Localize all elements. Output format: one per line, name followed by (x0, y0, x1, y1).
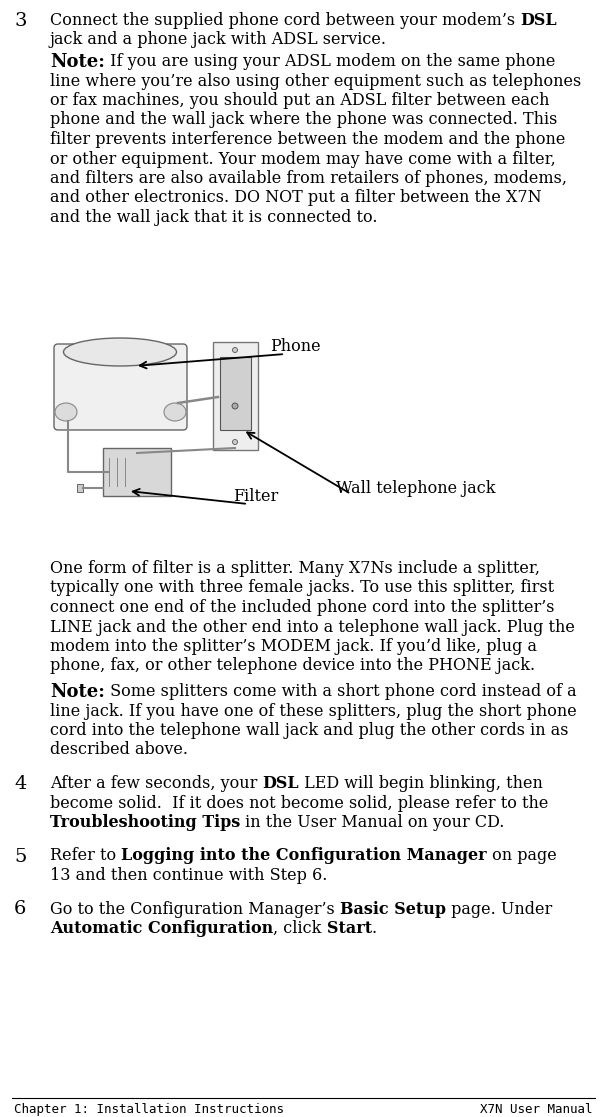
Text: 4: 4 (14, 775, 26, 793)
Text: phone, fax, or other telephone device into the PHONE jack.: phone, fax, or other telephone device in… (50, 658, 535, 675)
Text: One form of filter is a splitter. Many X7Ns include a splitter,: One form of filter is a splitter. Many X… (50, 560, 540, 577)
Text: Troubleshooting Tips: Troubleshooting Tips (50, 814, 240, 831)
Text: If you are using your ADSL modem on the same phone: If you are using your ADSL modem on the … (105, 52, 555, 70)
Text: or other equipment. Your modem may have come with a filter,: or other equipment. Your modem may have … (50, 151, 556, 168)
Text: line where you’re also using other equipment such as telephones: line where you’re also using other equip… (50, 73, 582, 89)
Text: Go to the Configuration Manager’s: Go to the Configuration Manager’s (50, 900, 340, 917)
Text: X7N User Manual: X7N User Manual (481, 1102, 593, 1116)
Text: Phone: Phone (270, 338, 320, 355)
Text: in the User Manual on your CD.: in the User Manual on your CD. (240, 814, 504, 831)
Text: .: . (372, 920, 377, 937)
Text: and the wall jack that it is connected to.: and the wall jack that it is connected t… (50, 209, 378, 226)
Text: DSL: DSL (262, 775, 299, 792)
Ellipse shape (232, 403, 238, 409)
Text: typically one with three female jacks. To use this splitter, first: typically one with three female jacks. T… (50, 580, 554, 596)
Text: modem into the splitter’s MODEM jack. If you’d like, plug a: modem into the splitter’s MODEM jack. If… (50, 638, 537, 655)
Text: 5: 5 (14, 848, 26, 866)
Text: DSL: DSL (520, 12, 557, 29)
Text: or fax machines, you should put an ADSL filter between each: or fax machines, you should put an ADSL … (50, 92, 549, 109)
FancyBboxPatch shape (220, 357, 251, 430)
Text: 6: 6 (14, 900, 26, 918)
Text: phone and the wall jack where the phone was connected. This: phone and the wall jack where the phone … (50, 112, 557, 128)
Text: After a few seconds, your: After a few seconds, your (50, 775, 262, 792)
Text: Wall telephone jack: Wall telephone jack (336, 480, 495, 497)
Text: Start: Start (327, 920, 372, 937)
Text: line jack. If you have one of these splitters, plug the short phone: line jack. If you have one of these spli… (50, 703, 577, 719)
Text: LINE jack and the other end into a telephone wall jack. Plug the: LINE jack and the other end into a telep… (50, 619, 575, 636)
Text: connect one end of the included phone cord into the splitter’s: connect one end of the included phone co… (50, 599, 555, 615)
Text: LED will begin blinking, then: LED will begin blinking, then (299, 775, 543, 792)
Text: Chapter 1: Installation Instructions: Chapter 1: Installation Instructions (14, 1102, 284, 1116)
Text: Note:: Note: (50, 682, 105, 701)
Text: Automatic Configuration: Automatic Configuration (50, 920, 273, 937)
Text: Connect the supplied phone cord between your modem’s: Connect the supplied phone cord between … (50, 12, 520, 29)
Text: page. Under: page. Under (446, 900, 552, 917)
Text: become solid.  If it does not become solid, please refer to the: become solid. If it does not become soli… (50, 794, 548, 811)
Text: filter prevents interference between the modem and the phone: filter prevents interference between the… (50, 131, 565, 147)
Text: and filters are also available from retailers of phones, modems,: and filters are also available from reta… (50, 170, 567, 187)
Bar (77, 484, 83, 491)
FancyBboxPatch shape (103, 448, 171, 496)
Text: and other electronics. DO NOT put a filter between the X7N: and other electronics. DO NOT put a filt… (50, 190, 541, 207)
Text: Filter: Filter (233, 488, 278, 505)
Text: Some splitters come with a short phone cord instead of a: Some splitters come with a short phone c… (105, 682, 577, 700)
Text: Logging into the Configuration Manager: Logging into the Configuration Manager (121, 848, 487, 865)
Text: , click: , click (273, 920, 327, 937)
Text: cord into the telephone wall jack and plug the other cords in as: cord into the telephone wall jack and pl… (50, 722, 569, 739)
Text: described above.: described above. (50, 742, 188, 758)
Text: Refer to: Refer to (50, 848, 121, 865)
Text: jack and a phone jack with ADSL service.: jack and a phone jack with ADSL service. (50, 31, 387, 48)
Text: on page: on page (487, 848, 557, 865)
Ellipse shape (55, 403, 77, 421)
Text: 3: 3 (14, 12, 27, 30)
FancyBboxPatch shape (54, 344, 187, 430)
FancyBboxPatch shape (213, 342, 258, 450)
Text: Basic Setup: Basic Setup (340, 900, 446, 917)
Text: 13 and then continue with Step 6.: 13 and then continue with Step 6. (50, 867, 327, 884)
Ellipse shape (164, 403, 186, 421)
Ellipse shape (232, 439, 237, 445)
Text: Note:: Note: (50, 52, 105, 71)
Ellipse shape (64, 338, 177, 366)
Ellipse shape (232, 347, 237, 353)
